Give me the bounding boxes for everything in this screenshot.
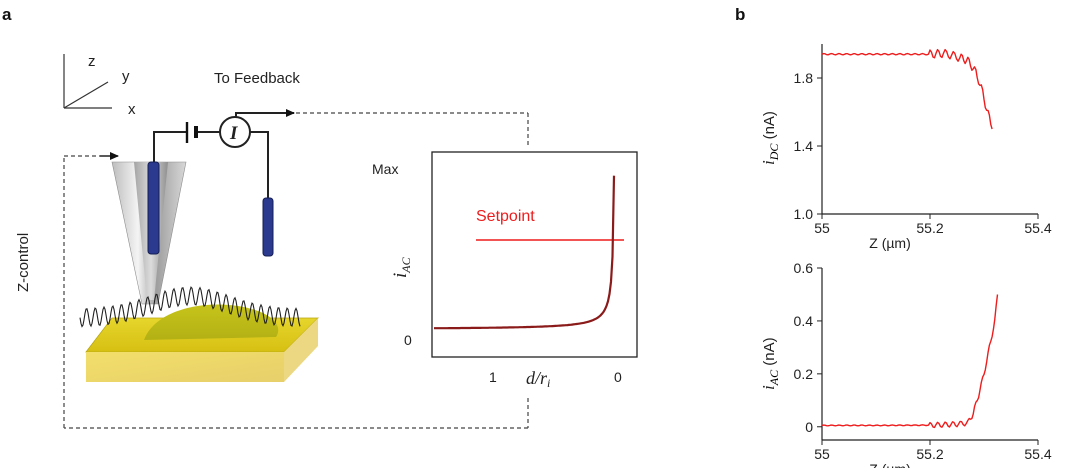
feedback-loop-dashed <box>63 112 529 429</box>
x-tick-label: 55.4 <box>1024 220 1051 236</box>
x-tick-label: 55.2 <box>916 220 943 236</box>
x-axis-label: Z (µm) <box>869 235 911 251</box>
y-axis-label: iDC (nA) <box>759 111 781 165</box>
inset-xtick-1: 1 <box>489 369 497 385</box>
axis-label-y: y <box>122 68 130 85</box>
y-axis-line <box>63 81 109 109</box>
x-tick-label: 55 <box>814 446 830 462</box>
inset-ymax-label: Max <box>372 161 398 177</box>
y-tick-label: 1.4 <box>794 138 814 154</box>
coordinate-axes-icon <box>63 54 112 109</box>
x-tick-label: 55.4 <box>1024 446 1051 462</box>
axis-label-x: x <box>128 101 136 118</box>
inset-y0-label: 0 <box>404 332 412 348</box>
x-tick-label: 55 <box>814 220 830 236</box>
idc-chart: 1.0 1.4 1.8 55 55.2 55.4 Z (µm) iDC (nA) <box>759 44 1052 251</box>
data-series-line <box>821 48 993 130</box>
modulation-wave <box>79 286 301 328</box>
z-control-label: Z-control <box>15 233 32 292</box>
panel-b: b 1.0 1.4 1.8 55 55.2 55.4 Z (µm) iDC (nA) 0 0.2… <box>735 5 1052 468</box>
inset-xlabel: d/ri <box>526 368 550 390</box>
inset-xtick-0: 0 <box>614 369 622 385</box>
working-electrode <box>147 161 160 255</box>
approach-curve <box>434 175 616 330</box>
y-tick-label: 1.8 <box>794 70 814 86</box>
ammeter-symbol: I <box>229 123 238 144</box>
y-tick-label: 0.4 <box>794 313 814 329</box>
battery-icon <box>185 122 198 143</box>
y-axis-label: iAC (nA) <box>759 337 781 390</box>
panel-letter-a: a <box>2 5 12 24</box>
data-series-line <box>821 294 999 429</box>
y-tick-label: 1.0 <box>794 206 814 222</box>
approach-curve-inset: Max 0 iAC 1 0 d/ri Setpoint <box>372 151 638 390</box>
panel-a: a z y x To Feedback Z-control <box>2 5 638 429</box>
axis-label-z: z <box>88 53 96 70</box>
panel-letter-b: b <box>735 5 745 24</box>
inset-frame <box>431 151 638 358</box>
x-axis-label: Z (µm) <box>869 461 911 468</box>
ammeter-icon: I <box>219 116 251 148</box>
x-tick-label: 55.2 <box>916 446 943 462</box>
circuit-wires <box>153 112 286 198</box>
sample-droplet <box>144 304 279 340</box>
inset-ylabel: iAC <box>390 256 413 278</box>
reference-electrode <box>262 197 274 257</box>
setpoint-label: Setpoint <box>476 208 535 225</box>
to-feedback-label: To Feedback <box>214 70 300 87</box>
iac-chart: 0 0.2 0.4 0.6 55 55.2 55.4 Z (µm) iAC (nA) <box>759 260 1052 468</box>
y-tick-label: 0.2 <box>794 366 814 382</box>
y-tick-label: 0.6 <box>794 260 814 276</box>
y-tick-label: 0 <box>805 419 813 435</box>
